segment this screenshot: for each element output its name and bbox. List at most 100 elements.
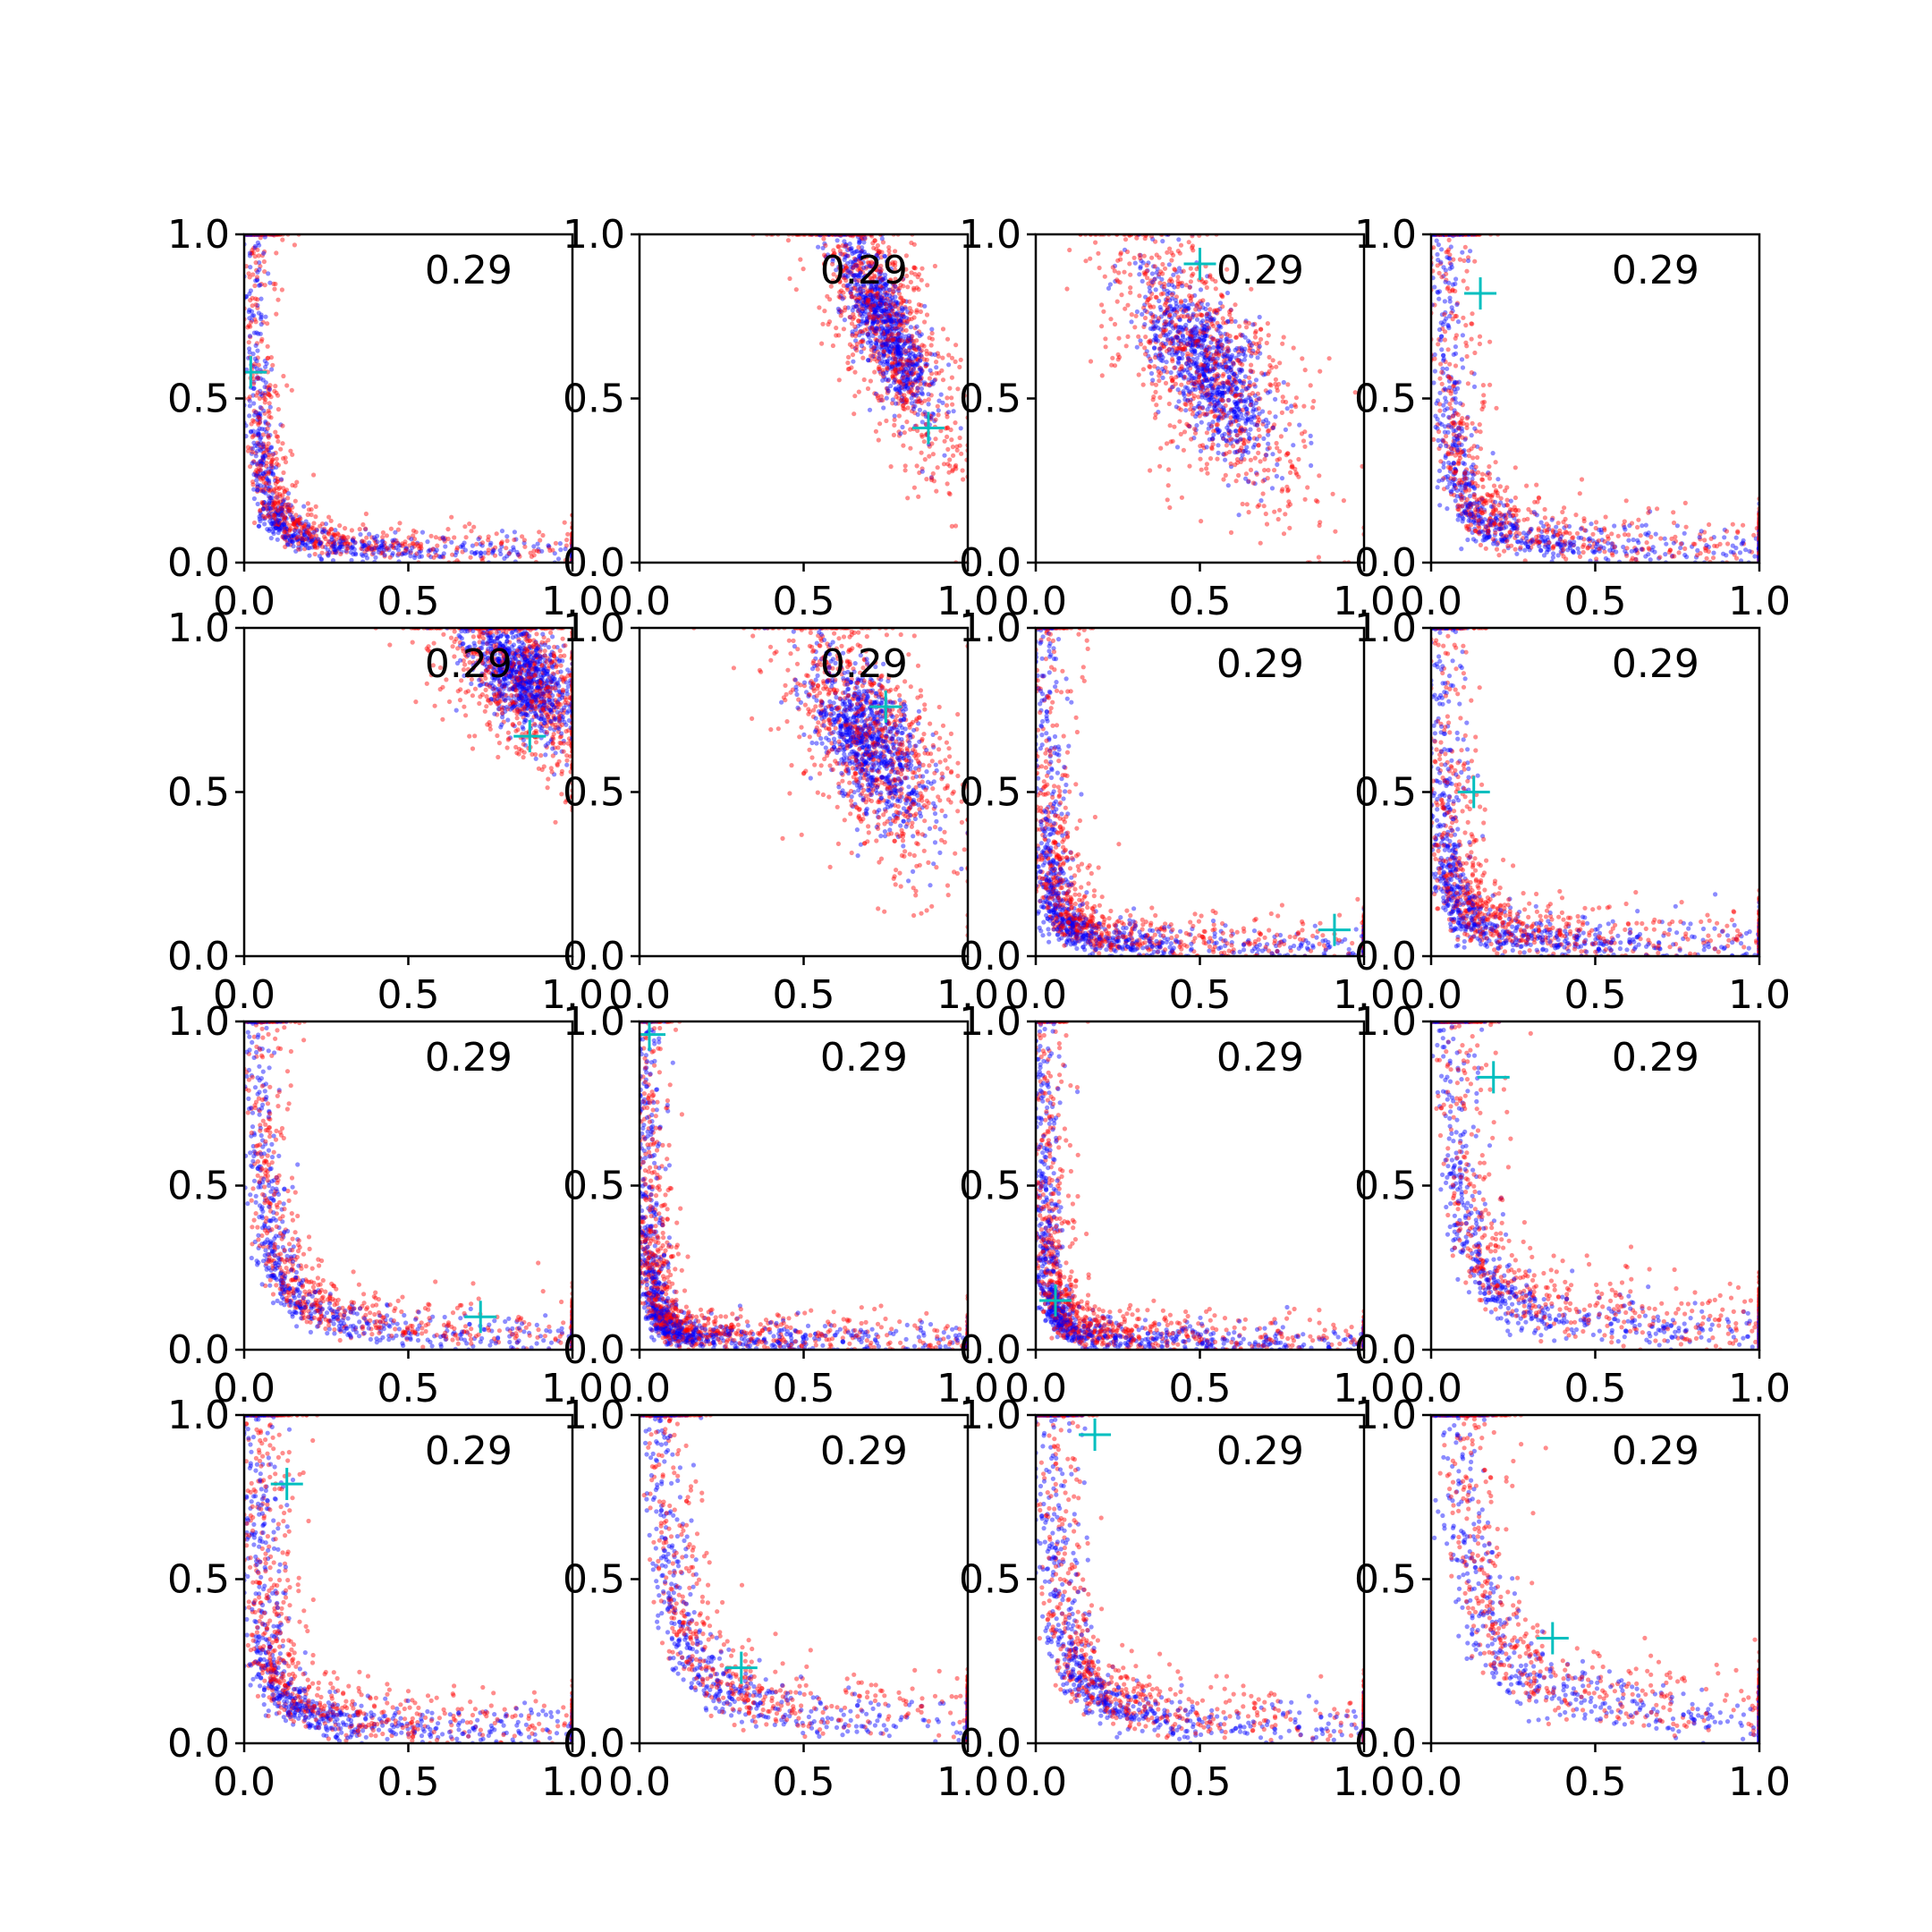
- point-blue: [918, 359, 922, 363]
- point-blue: [1152, 346, 1157, 351]
- point-blue: [1149, 371, 1154, 376]
- point-blue: [1140, 279, 1145, 284]
- point-red: [469, 555, 473, 560]
- point-red: [522, 538, 527, 542]
- point-red: [929, 476, 934, 480]
- point-blue: [1154, 287, 1158, 292]
- point-red: [850, 321, 854, 326]
- point-red: [1123, 237, 1128, 242]
- point-red: [1211, 337, 1216, 342]
- point-red: [1143, 316, 1148, 320]
- point-red: [945, 403, 949, 408]
- point-red: [1111, 265, 1115, 269]
- point-red: [902, 393, 906, 397]
- y-tick-label: 0.0: [563, 540, 625, 586]
- point-red: [250, 421, 254, 426]
- point-red: [1244, 325, 1249, 329]
- point-blue: [1204, 378, 1208, 383]
- point-red: [263, 400, 267, 404]
- point-red: [274, 312, 278, 317]
- point-red: [251, 433, 256, 437]
- point-blue: [1161, 376, 1165, 380]
- point-red: [1209, 322, 1214, 326]
- point-red: [1296, 457, 1301, 462]
- point-red: [1256, 443, 1260, 447]
- point-red: [283, 503, 287, 507]
- point-red: [550, 547, 555, 552]
- point-red: [1214, 360, 1218, 364]
- point-red: [912, 272, 917, 276]
- point-blue: [934, 365, 938, 369]
- point-blue: [1205, 445, 1209, 449]
- point-red: [1125, 335, 1130, 339]
- point-red: [877, 398, 881, 402]
- point-red: [313, 552, 318, 556]
- point-blue: [1215, 393, 1219, 397]
- point-blue: [1139, 265, 1143, 269]
- point-red: [934, 360, 938, 364]
- point-red: [1176, 275, 1181, 279]
- point-red: [957, 365, 962, 369]
- point-red: [1103, 275, 1107, 279]
- point-blue: [427, 549, 431, 554]
- point-blue: [1182, 337, 1187, 342]
- point-red: [1157, 255, 1162, 259]
- point-red: [1175, 346, 1180, 351]
- point-red: [1224, 443, 1229, 447]
- point-blue: [1234, 386, 1239, 391]
- point-red: [897, 367, 902, 371]
- point-red: [1234, 479, 1239, 483]
- point-blue: [1234, 401, 1239, 405]
- point-red: [950, 402, 954, 407]
- point-red: [1256, 451, 1260, 455]
- point-blue: [1233, 415, 1237, 419]
- point-blue: [556, 556, 561, 561]
- point-red: [1238, 431, 1242, 436]
- point-blue: [884, 370, 888, 375]
- point-red: [822, 309, 826, 313]
- point-blue: [1266, 391, 1270, 395]
- point-red: [1198, 457, 1202, 462]
- point-red: [945, 426, 950, 430]
- point-red: [1169, 250, 1174, 255]
- point-red: [892, 423, 896, 428]
- point-blue: [936, 408, 941, 412]
- point-red: [281, 456, 285, 461]
- point-blue: [1216, 365, 1221, 369]
- point-red: [817, 305, 821, 309]
- point-red: [1244, 471, 1249, 476]
- point-red: [958, 436, 962, 440]
- point-red: [1149, 256, 1154, 260]
- point-red: [1327, 356, 1332, 360]
- point-blue: [1192, 349, 1197, 353]
- point-blue: [1194, 329, 1199, 334]
- point-red: [869, 353, 873, 358]
- point-red: [893, 367, 897, 371]
- point-red: [360, 538, 365, 543]
- point-red: [248, 394, 252, 399]
- point-red: [322, 535, 326, 539]
- point-blue: [263, 454, 267, 459]
- point-red: [270, 363, 275, 368]
- point-blue: [862, 311, 867, 316]
- point-blue: [928, 369, 933, 373]
- point-blue: [1275, 474, 1279, 479]
- point-blue: [861, 240, 866, 244]
- point-red: [845, 360, 850, 365]
- point-blue: [263, 315, 267, 319]
- point-blue: [869, 341, 874, 345]
- point-red: [272, 389, 276, 394]
- point-red: [1318, 369, 1322, 374]
- point-red: [1277, 456, 1282, 461]
- point-red: [1179, 342, 1183, 346]
- point-blue: [248, 265, 252, 269]
- point-red: [1172, 366, 1176, 370]
- point-red: [1277, 508, 1282, 513]
- point-blue: [488, 543, 493, 547]
- point-blue: [1195, 411, 1199, 416]
- point-red: [1171, 439, 1175, 444]
- point-blue: [1251, 445, 1256, 449]
- point-blue: [886, 377, 891, 382]
- point-blue: [946, 410, 951, 414]
- point-red: [1230, 387, 1234, 392]
